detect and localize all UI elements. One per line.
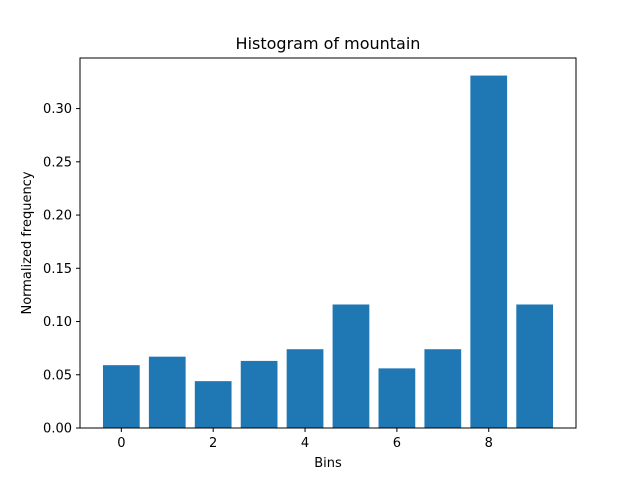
y-axis-label: Normalized frequency: [20, 171, 35, 314]
bars-group: [102, 75, 554, 428]
x-tick-label: 4: [301, 436, 309, 451]
bar-bin-1: [148, 356, 186, 428]
x-tick-label: 2: [209, 436, 217, 451]
plot-frame: [79, 57, 577, 429]
y-tick-label: 0.15: [43, 262, 72, 277]
x-tick-label: 6: [393, 436, 401, 451]
bar-bin-0: [102, 365, 140, 428]
bar-bin-2: [194, 381, 232, 428]
bar-bin-8: [470, 75, 508, 428]
bar-bin-9: [516, 304, 554, 428]
y-tick-label: 0.05: [43, 368, 72, 383]
x-axis: 0 2 4 6 8: [117, 428, 493, 451]
y-axis: 0.00 0.05 0.10 0.15 0.20 0.25 0.30: [43, 102, 80, 437]
y-tick-label: 0.00: [43, 422, 72, 437]
y-tick-label: 0.10: [43, 315, 72, 330]
x-tick-label: 8: [485, 436, 493, 451]
chart-title: Histogram of mountain: [236, 34, 421, 53]
bar-bin-6: [378, 368, 416, 428]
y-tick-label: 0.20: [43, 209, 72, 224]
x-axis-label: Bins: [314, 456, 342, 471]
y-tick-label: 0.30: [43, 102, 72, 117]
y-tick-label: 0.25: [43, 155, 72, 170]
x-tick-label: 0: [117, 436, 125, 451]
bar-bin-5: [332, 304, 370, 428]
bar-bin-3: [240, 360, 278, 428]
bar-bin-7: [424, 349, 462, 428]
bar-bin-4: [286, 349, 324, 428]
